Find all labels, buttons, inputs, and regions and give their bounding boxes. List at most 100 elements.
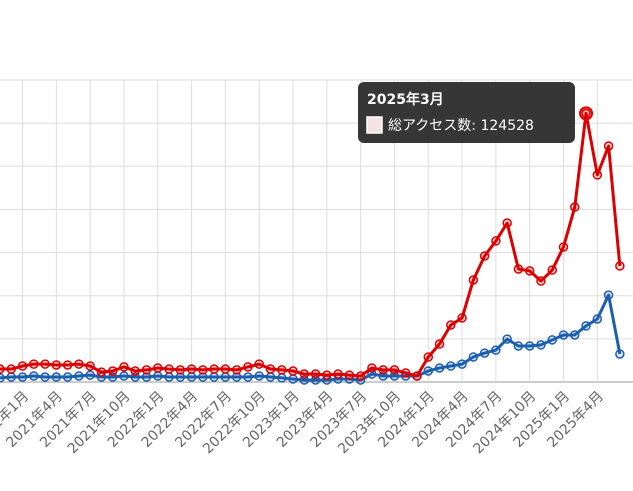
- point: [231, 365, 242, 375]
- point: [231, 372, 242, 382]
- point: [29, 359, 39, 369]
- point: [288, 366, 298, 376]
- point: [220, 364, 231, 374]
- point: [254, 371, 264, 381]
- point: [209, 364, 219, 374]
- tooltip-label: 総アクセス数: 124528: [388, 118, 534, 134]
- point: [513, 341, 524, 351]
- point: [547, 335, 557, 345]
- point: [615, 261, 625, 271]
- point: [17, 361, 28, 371]
- point: [603, 290, 614, 300]
- point: [175, 365, 186, 375]
- point: [502, 334, 512, 344]
- point: [592, 314, 603, 324]
- point: [6, 372, 17, 382]
- point: [153, 371, 163, 381]
- point: [198, 365, 208, 375]
- point: [558, 242, 569, 252]
- point: [581, 108, 591, 119]
- point: [491, 236, 501, 246]
- point: [85, 370, 95, 380]
- point: [288, 374, 298, 384]
- point: [62, 360, 73, 370]
- point: [434, 339, 445, 349]
- point: [119, 371, 129, 381]
- point: [547, 265, 557, 275]
- hover-point: [579, 106, 594, 121]
- point: [243, 372, 253, 382]
- point: [468, 352, 479, 362]
- point: [0, 364, 5, 374]
- point: [524, 341, 535, 351]
- point: [40, 359, 50, 369]
- point: [141, 372, 152, 382]
- point: [186, 364, 197, 374]
- point: [119, 362, 129, 372]
- point: [457, 313, 467, 323]
- point: [446, 361, 456, 371]
- point: [581, 321, 591, 331]
- point: [603, 141, 614, 151]
- point: [62, 372, 73, 382]
- point: [85, 361, 95, 371]
- point: [502, 218, 512, 228]
- tooltip-title: 2025年3月: [367, 91, 444, 108]
- point: [74, 371, 84, 381]
- point: [164, 372, 174, 382]
- point: [107, 366, 118, 376]
- point: [0, 373, 5, 383]
- point: [479, 348, 490, 358]
- point: [446, 320, 456, 330]
- point: [423, 352, 434, 362]
- point: [74, 359, 84, 369]
- point: [277, 365, 287, 375]
- point: [412, 371, 422, 381]
- point: [141, 365, 152, 375]
- point: [130, 366, 140, 376]
- point: [468, 275, 479, 285]
- point: [186, 372, 197, 382]
- point: [6, 364, 17, 374]
- point: [491, 345, 501, 355]
- point: [29, 371, 39, 381]
- series-line: [0, 111, 622, 378]
- point: [209, 372, 219, 382]
- point: [570, 202, 580, 212]
- point: [243, 362, 253, 372]
- point: [17, 372, 28, 382]
- point: [615, 349, 625, 359]
- point: [322, 370, 332, 380]
- point: [310, 369, 321, 379]
- point: [51, 372, 62, 382]
- point: [265, 372, 276, 382]
- point: [524, 266, 535, 276]
- point: [96, 367, 107, 377]
- point: [153, 363, 163, 373]
- point: [265, 364, 276, 374]
- point: [254, 359, 264, 369]
- tooltip-box: [358, 82, 575, 143]
- point: [536, 340, 546, 350]
- point: [479, 251, 490, 261]
- point: [400, 368, 411, 378]
- point: [299, 369, 310, 379]
- point: [513, 264, 524, 274]
- point: [175, 372, 186, 382]
- point: [434, 363, 445, 373]
- point: [355, 371, 366, 381]
- tooltip-swatch: [366, 116, 383, 134]
- point: [389, 365, 400, 375]
- point: [367, 363, 377, 373]
- series-line: [0, 293, 622, 382]
- point: [536, 276, 546, 286]
- point: [164, 364, 174, 374]
- point: [344, 370, 355, 380]
- point: [220, 372, 231, 382]
- point: [558, 330, 569, 340]
- point: [570, 330, 580, 340]
- point: [333, 369, 343, 379]
- point: [592, 170, 603, 180]
